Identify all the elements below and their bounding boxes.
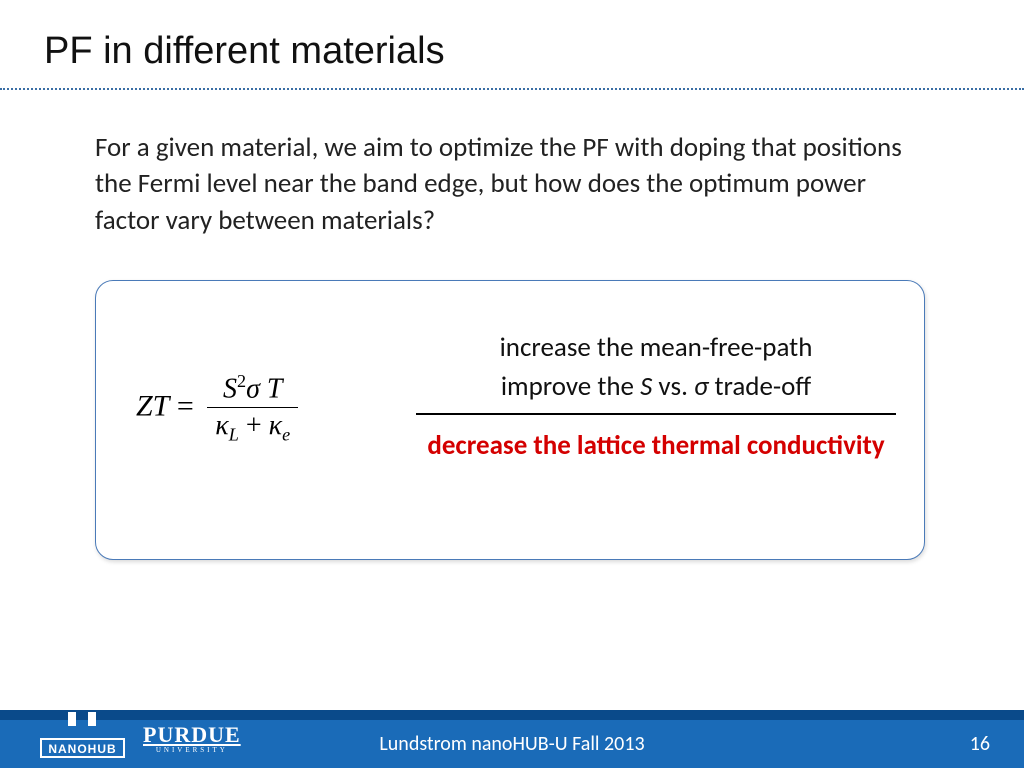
box-line-1: increase the mean-free-path: [406, 331, 906, 364]
eq-lhs: ZT: [136, 389, 169, 422]
eq-equals: =: [177, 389, 201, 422]
eq-fraction: S2σ T κL + κe: [207, 371, 298, 446]
eq-numerator: S2σ T: [207, 371, 298, 408]
footer-center-text: Lundstrom nanoHUB-U Fall 2013: [0, 732, 1024, 756]
slide-title: PF in different materials: [44, 30, 445, 73]
box-divider: [416, 413, 896, 415]
eq-denominator: κL + κe: [207, 408, 298, 446]
slide: PF in different materials For a given ma…: [0, 0, 1024, 768]
title-underline: [0, 88, 1024, 90]
box-line-3: decrease the lattice thermal conductivit…: [406, 429, 906, 462]
footer-page-number: 16: [970, 732, 990, 756]
nanohub-u-icon: [68, 712, 96, 734]
box-lines: increase the mean-free-path improve the …: [406, 331, 906, 462]
box-line-2: improve the S vs. σ trade-off: [406, 370, 906, 403]
footer-bar: NANOHUB PURDUE UNIVERSITY Lundstrom nano…: [0, 720, 1024, 768]
body-paragraph: For a given material, we aim to optimize…: [95, 130, 915, 239]
zt-equation: ZT = S2σ T κL + κe: [136, 371, 298, 446]
equation-box: ZT = S2σ T κL + κe increase the mean-fre…: [95, 280, 925, 560]
footer: NANOHUB PURDUE UNIVERSITY Lundstrom nano…: [0, 710, 1024, 768]
